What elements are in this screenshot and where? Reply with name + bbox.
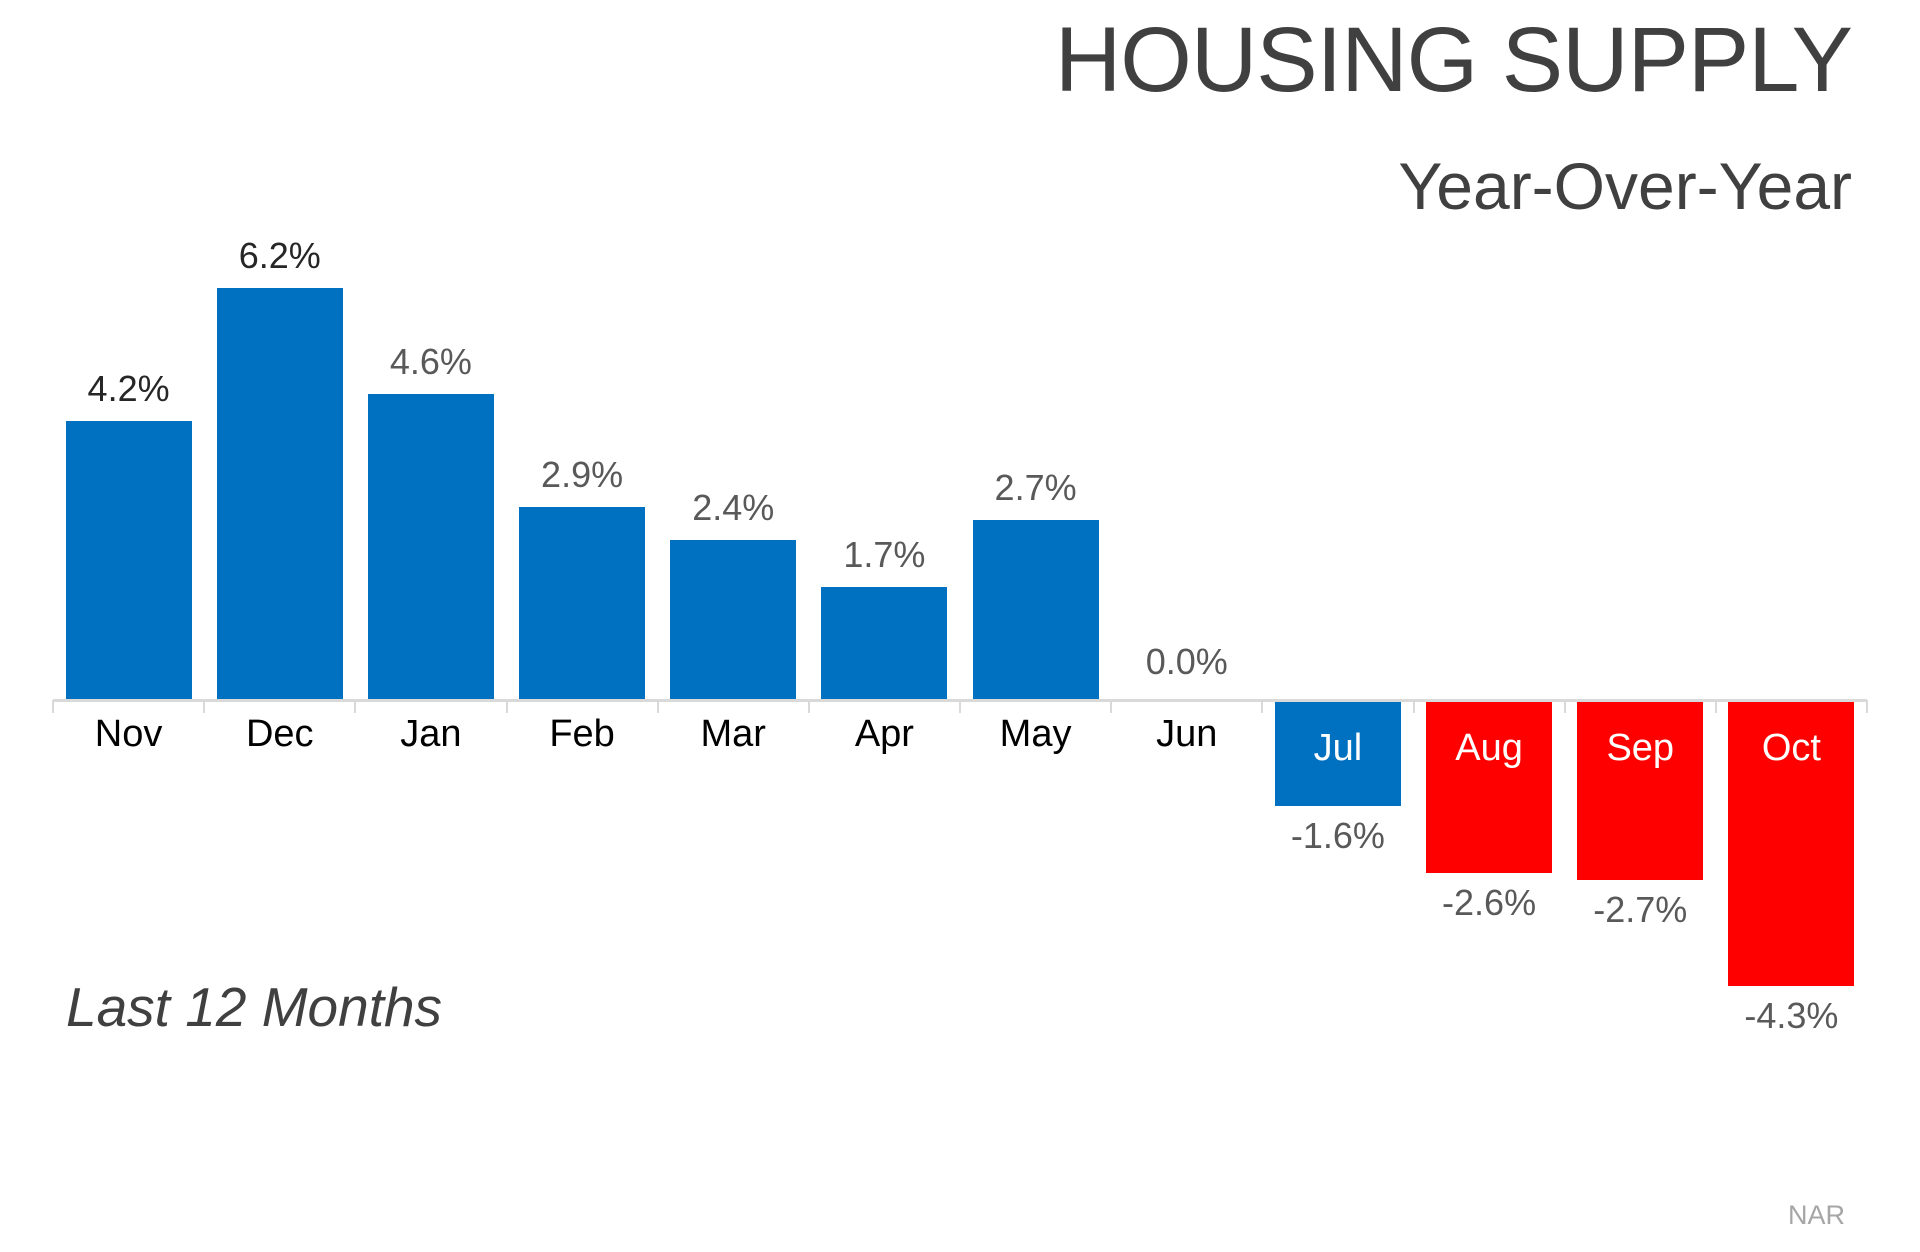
value-label-nov: 4.2% [87,367,170,409]
axis-tick [203,700,206,713]
month-label-apr: Apr [854,713,914,755]
axis-tick [1563,700,1566,713]
value-label-dec: 6.2% [238,234,321,276]
month-label-mar: Mar [700,713,766,755]
value-label-jul: -1.6% [1290,815,1385,857]
month-label-jul: Jul [1313,727,1363,769]
month-label-sep: Sep [1606,727,1675,769]
axis-tick [1412,700,1415,713]
bar-jan [367,394,494,700]
value-label-jan: 4.6% [389,341,472,383]
value-label-apr: 1.7% [843,533,926,575]
value-label-aug: -2.6% [1442,881,1537,923]
axis-tick [1110,700,1113,713]
value-label-mar: 2.4% [692,487,775,529]
value-label-oct: -4.3% [1744,994,1839,1036]
footnote-last-12-months: Last 12 Months [66,976,443,1038]
value-label-jun: 0.0% [1145,641,1228,682]
month-label-jun: Jun [1156,713,1218,755]
bar-may [972,520,1099,700]
month-label-dec: Dec [245,713,314,755]
bar-sep [1577,700,1704,880]
chart-subtitle: Year-Over-Year [1398,149,1852,223]
bar-nov [65,420,192,700]
month-label-jan: Jan [400,713,462,755]
bar-aug [1426,700,1553,873]
source-attribution: NAR [1787,1200,1845,1230]
bar-oct [1728,700,1855,986]
bar-dec [216,287,343,700]
bar-apr [821,586,948,700]
axis-tick [656,700,659,713]
axis-tick [959,700,961,713]
axis-tick [1866,700,1868,713]
bar-feb [519,507,646,700]
axis-tick [1714,700,1717,713]
value-label-may: 2.7% [994,467,1077,509]
month-label-may: May [999,713,1072,755]
axis-tick [505,700,508,713]
axis-tick [354,700,357,713]
axis-tick [1261,700,1264,713]
month-label-nov: Nov [94,713,163,755]
chart-title: HOUSING SUPPLY [1054,9,1853,111]
axis-tick [52,700,54,713]
value-label-sep: -2.7% [1593,888,1688,930]
month-label-oct: Oct [1761,727,1821,769]
value-label-feb: 2.9% [541,454,624,496]
month-label-feb: Feb [549,713,615,755]
bar-jul [1274,700,1401,807]
month-label-aug: Aug [1455,727,1523,769]
axis-tick [807,700,810,713]
bar-mar [670,540,797,700]
